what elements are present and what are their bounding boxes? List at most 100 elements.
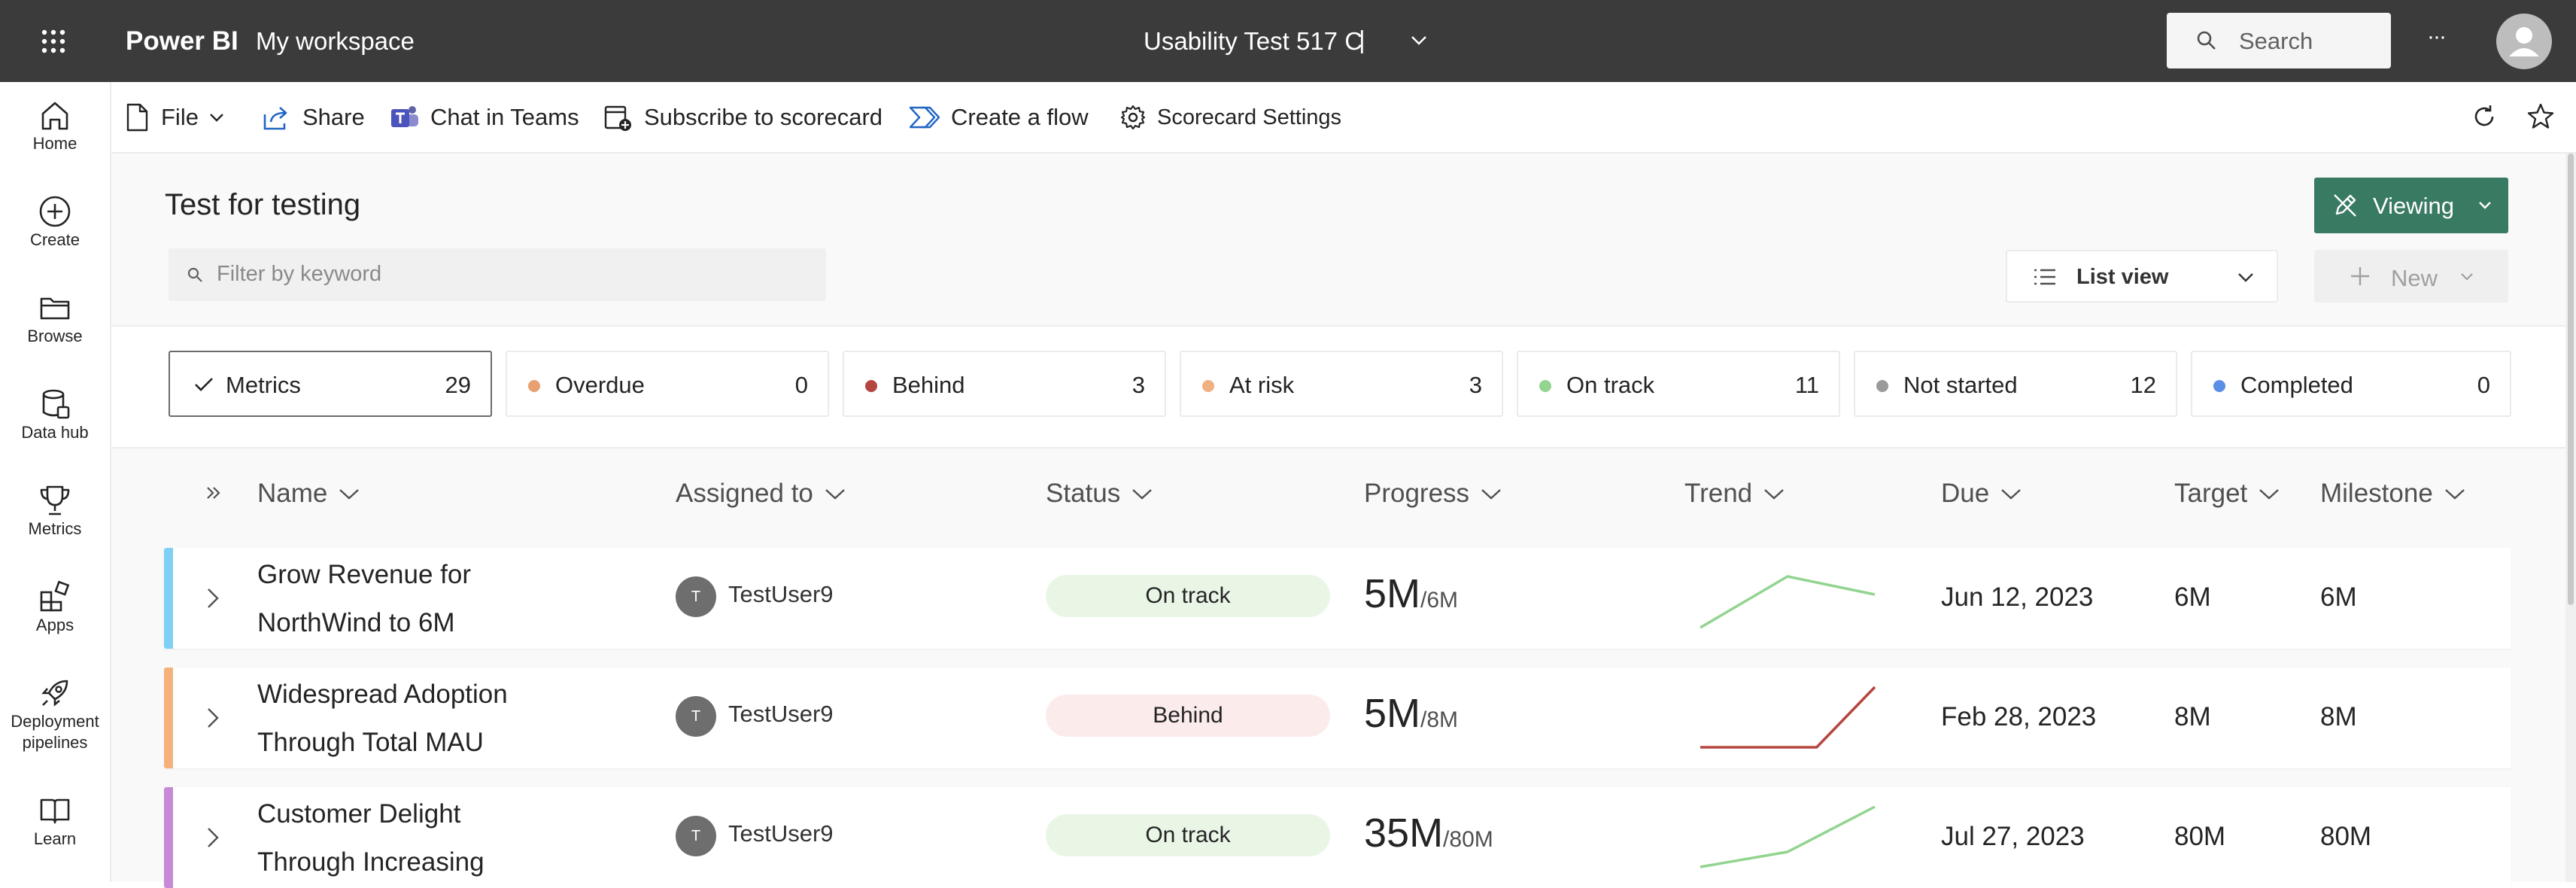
- chip-behind[interactable]: Behind 3: [843, 351, 1166, 417]
- settings-label: Scorecard Settings: [1157, 105, 1342, 129]
- status-badge[interactable]: On track: [1046, 575, 1330, 617]
- workspace-link[interactable]: My workspace: [256, 27, 415, 55]
- metric-name-line2[interactable]: Through Increasing: [257, 847, 485, 877]
- metric-name-line1[interactable]: Widespread Adoption: [257, 680, 508, 709]
- app-name[interactable]: Power BI: [126, 26, 238, 56]
- metric-row[interactable]: Widespread Adoption Through Total MAU T …: [164, 668, 2511, 768]
- filter-placeholder: Filter by keyword: [217, 262, 382, 286]
- nav-learn[interactable]: Learn: [0, 792, 110, 850]
- gear-icon: [1120, 105, 1146, 130]
- column-header-due[interactable]: Due: [1941, 479, 2022, 509]
- metrics-icon: [40, 485, 70, 515]
- progress-value: 35M/80M: [1364, 810, 1493, 856]
- chip-at-risk[interactable]: At risk 3: [1180, 351, 1503, 417]
- chevron-down-icon: [2460, 272, 2474, 281]
- nav-label-line2: pipelines: [22, 733, 88, 752]
- metric-name-line2[interactable]: NorthWind to 6M: [257, 608, 455, 637]
- file-menu-button[interactable]: File: [123, 100, 224, 135]
- chip-not-started[interactable]: Not started 12: [1854, 351, 2177, 417]
- nav-label: Learn: [33, 829, 77, 848]
- expand-row-chevron-icon[interactable]: [206, 587, 220, 610]
- new-label: New: [2391, 265, 2438, 291]
- progress-target: /8M: [1420, 707, 1459, 732]
- metric-name-line2[interactable]: Through Total MAU: [257, 728, 484, 757]
- milestone-value: 6M: [2320, 582, 2357, 612]
- viewing-button[interactable]: Viewing: [2314, 178, 2508, 233]
- chip-on-track[interactable]: On track 11: [1517, 351, 1840, 417]
- nav-deployment-pipelines[interactable]: Deployment pipelines: [0, 675, 110, 753]
- column-header-label: Assigned to: [676, 479, 813, 508]
- scrollbar-thumb[interactable]: [2568, 154, 2574, 605]
- share-icon: [263, 107, 287, 130]
- user-avatar[interactable]: [2496, 14, 2552, 69]
- new-button[interactable]: New: [2314, 250, 2508, 303]
- progress-value: 5M/8M: [1364, 690, 1458, 737]
- chat-in-teams-button[interactable]: Chat in Teams: [390, 100, 579, 135]
- apps-icon: [40, 580, 70, 612]
- expand-row-chevron-icon[interactable]: [206, 826, 220, 849]
- status-dot: [1539, 380, 1551, 392]
- create-flow-button[interactable]: Create a flow: [909, 100, 1089, 135]
- vertical-scrollbar[interactable]: [2565, 154, 2576, 882]
- expand-row-chevron-icon[interactable]: [206, 707, 220, 729]
- report-title[interactable]: Usability Test 517 C: [1144, 27, 1363, 55]
- favorite-star-icon[interactable]: [2526, 102, 2555, 131]
- filter-keyword-input[interactable]: Filter by keyword: [169, 248, 826, 301]
- search-box[interactable]: Search: [2167, 13, 2391, 68]
- column-header-progress[interactable]: Progress: [1364, 479, 1502, 509]
- nav-label: Home: [32, 134, 77, 153]
- target-value: 80M: [2174, 822, 2226, 851]
- assignee-name: TestUser9: [728, 581, 834, 607]
- assignee-name: TestUser9: [728, 820, 834, 847]
- metric-name-line1[interactable]: Grow Revenue for: [257, 560, 472, 589]
- column-header-trend[interactable]: Trend: [1684, 479, 1785, 509]
- progress-target: /6M: [1420, 588, 1459, 613]
- subscribe-button[interactable]: Subscribe to scorecard: [603, 100, 882, 135]
- nav-data-hub[interactable]: Data hub: [0, 386, 110, 443]
- column-header-milestone[interactable]: Milestone: [2320, 479, 2466, 509]
- refresh-icon[interactable]: [2471, 103, 2498, 130]
- nav-metrics[interactable]: Metrics: [0, 482, 110, 540]
- scorecard-settings-button[interactable]: Scorecard Settings: [1119, 100, 1341, 135]
- list-view-dropdown[interactable]: List view: [2006, 250, 2278, 303]
- chip-metrics[interactable]: Metrics 29: [169, 351, 492, 417]
- progress-current: 5M: [1364, 691, 1421, 736]
- metric-row[interactable]: Grow Revenue for NorthWind to 6M T TestU…: [164, 548, 2511, 649]
- nav-label: Create: [29, 230, 80, 249]
- app-launcher-icon[interactable]: [39, 27, 68, 56]
- nav-browse[interactable]: Browse: [0, 290, 110, 347]
- chip-count: 0: [2477, 372, 2490, 398]
- due-date: Jul 27, 2023: [1941, 822, 2085, 851]
- column-header-label: Name: [257, 479, 328, 508]
- due-date: Feb 28, 2023: [1941, 702, 2097, 731]
- nav-label: Browse: [27, 327, 83, 345]
- chip-label: Metrics: [226, 372, 301, 398]
- edit-pencil-icon: [2331, 191, 2359, 220]
- assignee-name: TestUser9: [728, 701, 834, 727]
- metric-row[interactable]: Customer Delight Through Increasing T Te…: [164, 787, 2511, 888]
- chip-overdue[interactable]: Overdue 0: [506, 351, 829, 417]
- expand-all-icon[interactable]: [205, 485, 223, 503]
- create-icon: [39, 196, 71, 227]
- column-header-assigned[interactable]: Assigned to: [676, 479, 846, 509]
- search-icon: [2195, 29, 2218, 52]
- column-header-name[interactable]: Name: [257, 479, 360, 509]
- chip-completed[interactable]: Completed 0: [2191, 351, 2511, 417]
- list-icon: [2033, 268, 2057, 286]
- column-header-status[interactable]: Status: [1046, 479, 1153, 509]
- status-badge[interactable]: Behind: [1046, 695, 1330, 737]
- chevron-down-icon: [825, 489, 845, 500]
- chip-label: At risk: [1229, 372, 1295, 398]
- nav-apps[interactable]: Apps: [0, 579, 110, 636]
- title-chevron-down-icon[interactable]: [1410, 35, 1428, 47]
- nav-create[interactable]: Create: [0, 193, 110, 251]
- status-badge[interactable]: On track: [1046, 814, 1330, 856]
- share-button[interactable]: Share: [262, 100, 365, 135]
- row-accent: [164, 787, 173, 888]
- metric-name-line1[interactable]: Customer Delight: [257, 799, 461, 829]
- more-options-icon[interactable]: ···: [2427, 24, 2447, 49]
- column-header-label: Milestone: [2320, 479, 2433, 508]
- browse-icon: [40, 297, 70, 320]
- nav-home[interactable]: Home: [0, 97, 110, 154]
- column-header-target[interactable]: Target: [2174, 479, 2280, 509]
